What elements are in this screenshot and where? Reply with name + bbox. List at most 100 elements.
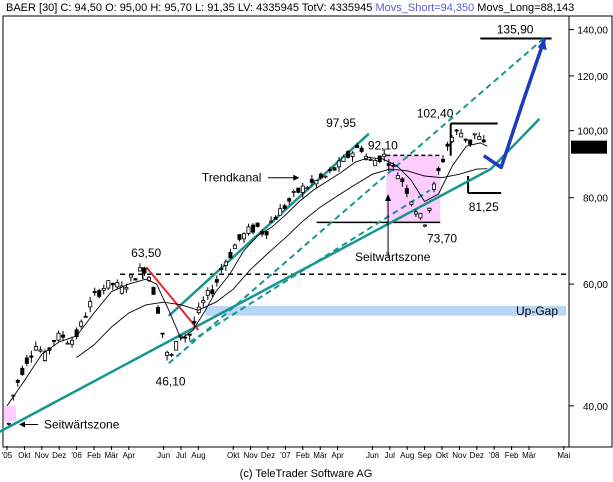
- candlestick: [133, 278, 138, 281]
- candlestick: [29, 350, 34, 363]
- level-label: 102,40: [417, 107, 454, 121]
- plot-frame: [2, 15, 613, 448]
- x-tick-label: Dez: [52, 451, 66, 460]
- candle-body: [101, 287, 106, 291]
- x-tick-label: '06: [71, 451, 82, 460]
- candlestick: [400, 177, 405, 187]
- candle-body: [97, 290, 102, 297]
- candlestick: [192, 316, 197, 327]
- y-tick-label: 60,00: [583, 280, 608, 291]
- candlestick: [169, 352, 174, 358]
- candle-body: [291, 190, 296, 193]
- candle-body: [332, 167, 337, 171]
- header-movs-short: Movs_Short=94,350: [375, 2, 474, 14]
- sideways-zone-low-box: [4, 405, 16, 422]
- candle-body: [237, 234, 242, 240]
- candlestick: [431, 181, 436, 193]
- candlestick: [287, 197, 292, 205]
- candlestick: [205, 287, 210, 300]
- candlestick: [246, 223, 251, 236]
- candle-body: [450, 136, 455, 143]
- candle-body: [70, 339, 75, 345]
- candle-body: [20, 367, 25, 375]
- candle-body: [246, 226, 251, 234]
- candle-body: [391, 164, 396, 167]
- candlestick: [468, 139, 473, 147]
- candlestick: [264, 231, 269, 240]
- candle-body: [38, 349, 43, 352]
- candle-body: [79, 321, 84, 327]
- candlestick: [427, 207, 432, 213]
- candle-body: [368, 159, 373, 161]
- candlestick: [38, 346, 43, 353]
- candlestick: [20, 365, 25, 376]
- candlestick: [291, 189, 296, 198]
- candle-body: [314, 180, 319, 185]
- header-low: L: 91,35: [195, 2, 235, 14]
- candlestick: [101, 284, 106, 295]
- x-tick-label: Mär: [313, 451, 327, 460]
- candle-body: [422, 224, 427, 227]
- candle-body: [151, 286, 156, 295]
- level-label: 81,25: [469, 200, 499, 214]
- header-high: H: 95,70: [150, 2, 192, 14]
- candle-body: [404, 188, 409, 194]
- candlestick: [445, 141, 450, 151]
- candle-body: [61, 334, 66, 338]
- x-tick-label: Nov: [35, 451, 49, 460]
- candlestick: [106, 280, 111, 291]
- candlestick: [88, 296, 93, 313]
- candlestick: [336, 156, 341, 172]
- candlestick: [214, 275, 219, 287]
- x-tick-label: Sep: [417, 451, 432, 460]
- candle-body: [300, 185, 305, 193]
- candle-body: [187, 333, 192, 336]
- candle-body: [431, 183, 436, 190]
- candle-body: [373, 160, 378, 167]
- annotations: 135,90 102,40 97,95 92,10 81,25 73,70 63,50 46,…: [19, 23, 558, 431]
- candlestick: [450, 135, 455, 143]
- channel-lower-line: [0, 118, 541, 433]
- candle-body: [413, 211, 418, 215]
- candle-body: [441, 158, 446, 163]
- candlestick: [273, 215, 278, 220]
- candle-body: [65, 342, 70, 345]
- candlestick: [92, 287, 97, 296]
- candle-body: [305, 187, 310, 190]
- candle-body: [255, 222, 260, 227]
- candlestick: [33, 341, 38, 352]
- up-gap-label: Up-Gap: [516, 304, 558, 318]
- candlestick: [165, 350, 170, 361]
- candlestick: [314, 179, 319, 188]
- channel-upper-line: [167, 132, 370, 317]
- candle-body: [51, 340, 56, 342]
- x-tick-label: '05: [2, 451, 13, 460]
- x-tick-label: Dez: [261, 451, 275, 460]
- header-movs-long: Movs_Long=88,143: [477, 2, 574, 14]
- x-tick-label: Jun: [157, 451, 170, 460]
- candlestick: [56, 330, 61, 342]
- candle-body: [481, 139, 486, 143]
- moving-average-short-line: [6, 142, 488, 407]
- candlestick: [223, 259, 228, 271]
- candlestick: [160, 332, 165, 338]
- red-trend-line: [145, 266, 200, 331]
- candlestick: [115, 279, 120, 290]
- candle-body: [350, 152, 355, 157]
- candlestick: [323, 175, 328, 179]
- sideways-zone-mid-label: Seitwärtszone: [355, 250, 431, 264]
- candlestick: [269, 216, 274, 223]
- candlestick: [404, 184, 409, 198]
- candle-body: [251, 224, 256, 233]
- candlestick: [300, 182, 305, 198]
- candlestick: [156, 305, 161, 314]
- candle-body: [183, 336, 188, 339]
- candle-body: [327, 169, 332, 172]
- candlestick: [142, 266, 147, 276]
- candle-body: [201, 300, 206, 304]
- candlestick: [350, 151, 355, 162]
- candlestick: [359, 145, 364, 154]
- candle-body: [160, 332, 165, 335]
- x-tick-label: Mai: [557, 451, 570, 460]
- candle-body: [463, 138, 468, 141]
